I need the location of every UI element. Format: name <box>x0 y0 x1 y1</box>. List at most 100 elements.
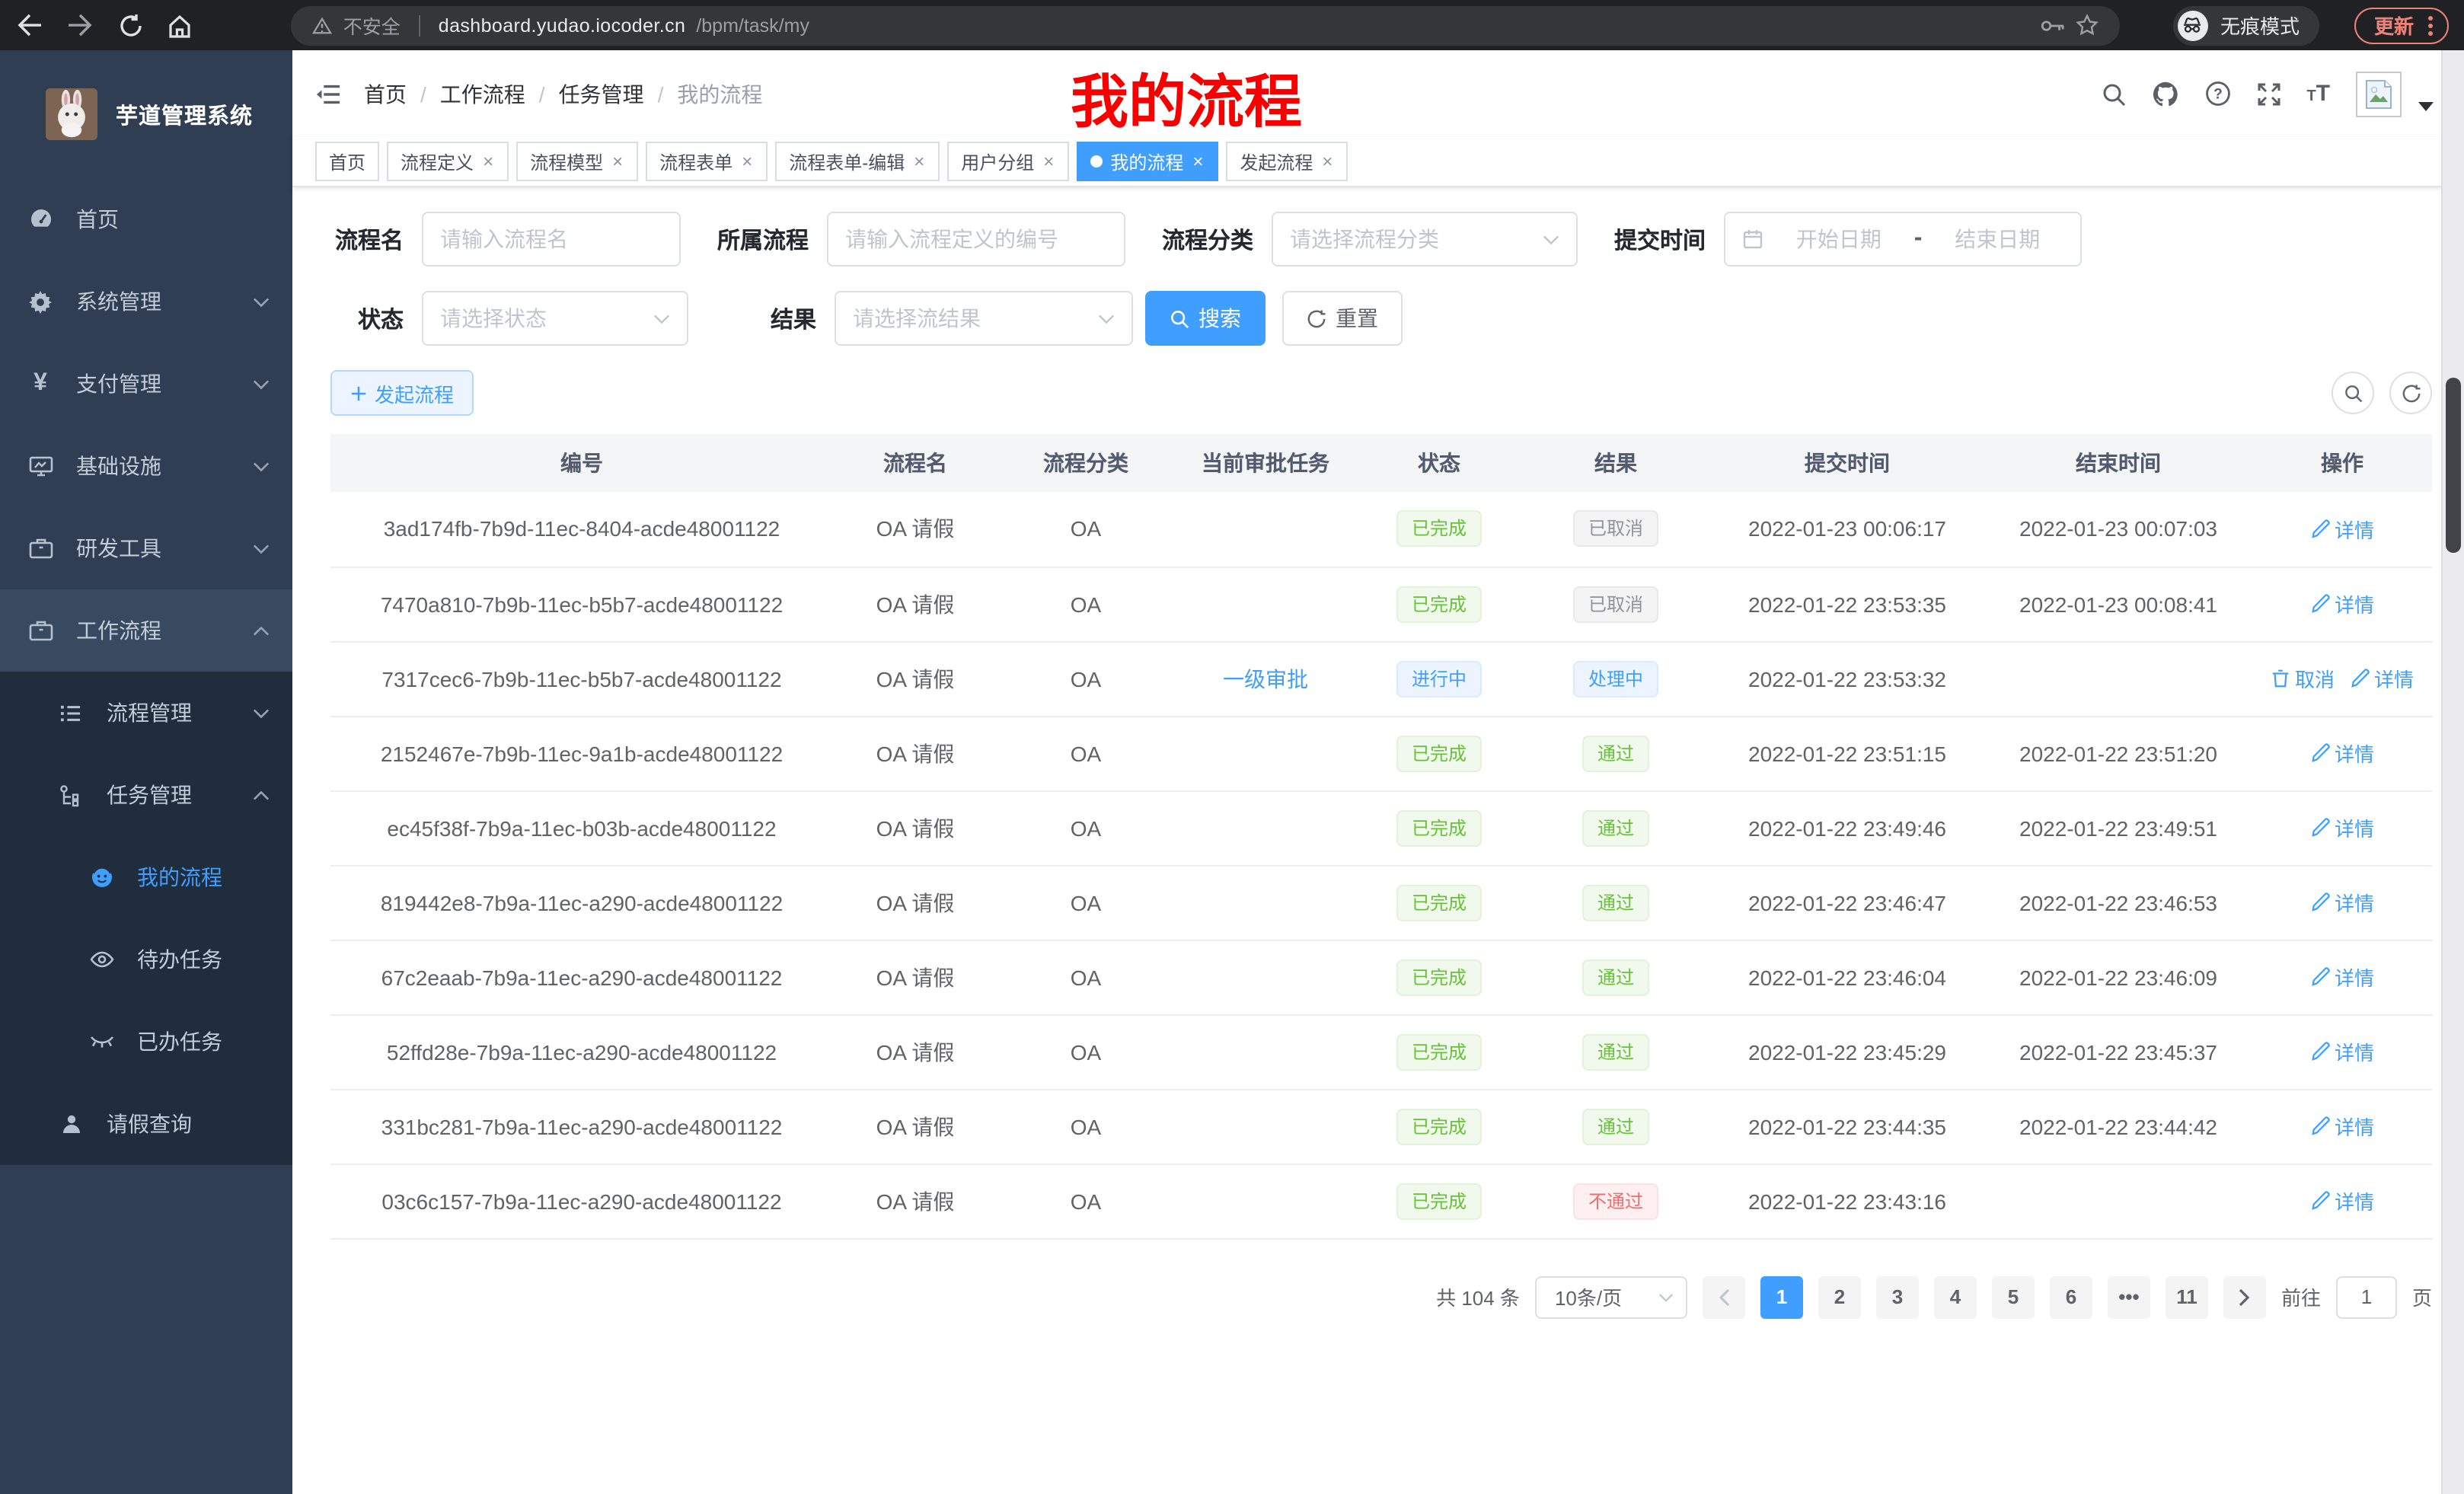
close-icon[interactable]: × <box>742 151 753 172</box>
status-select[interactable] <box>422 291 688 346</box>
filter-category: 流程分类 <box>1162 212 1578 267</box>
status-badge: 已完成 <box>1396 510 1482 547</box>
sidebar-item-system[interactable]: 系统管理 <box>0 260 292 343</box>
tab-start-process[interactable]: 发起流程 × <box>1226 142 1348 181</box>
close-icon[interactable]: × <box>1192 151 1204 172</box>
col-actions: 操作 <box>2252 434 2432 492</box>
browser-back-icon[interactable] <box>15 10 46 40</box>
detail-link[interactable]: 详情 <box>2310 1186 2374 1215</box>
tab-process-model[interactable]: 流程模型 × <box>516 142 639 181</box>
sidebar-item-infra[interactable]: 基础设施 <box>0 425 292 507</box>
tab-my-process[interactable]: 我的流程 × <box>1077 142 1219 181</box>
process-definition-input[interactable] <box>845 227 1107 251</box>
page-button-11[interactable]: 11 <box>2165 1275 2208 1318</box>
header-search-icon[interactable] <box>2101 81 2125 106</box>
close-icon[interactable]: × <box>1322 151 1333 172</box>
page-button-4[interactable]: 4 <box>1933 1275 1977 1318</box>
detail-link[interactable]: 详情 <box>2310 739 2374 768</box>
cell-category: OA <box>997 940 1174 1015</box>
detail-link[interactable]: 详情 <box>2310 589 2374 618</box>
avatar-caret-icon[interactable] <box>2418 101 2434 110</box>
date-range-picker[interactable]: 开始日期 - 结束日期 <box>1724 212 2083 267</box>
address-bar[interactable]: 不安全 dashboard.yudao.iocoder.cn/bpm/task/… <box>291 5 2120 45</box>
detail-link[interactable]: 详情 <box>2310 1112 2374 1141</box>
github-icon[interactable] <box>2151 80 2178 107</box>
breadcrumb-workflow[interactable]: 工作流程 <box>439 81 525 106</box>
close-icon[interactable]: × <box>1043 151 1055 172</box>
bookmark-star-icon[interactable] <box>2076 14 2099 37</box>
breadcrumb-separator: / <box>420 81 426 106</box>
end-date-input[interactable]: 结束日期 <box>1955 227 2041 251</box>
tab-process-form[interactable]: 流程表单 × <box>646 142 768 181</box>
help-icon[interactable]: ? <box>2204 81 2230 107</box>
browser-menu-icon[interactable] <box>2427 14 2434 36</box>
tab-process-definition[interactable]: 流程定义 × <box>387 142 509 181</box>
page-button-5[interactable]: 5 <box>1991 1275 2035 1318</box>
update-button[interactable]: 更新 <box>2354 7 2450 43</box>
process-table: 编号 流程名 流程分类 当前审批任务 状态 结果 提交时间 结束时间 操作 3a… <box>330 434 2432 1239</box>
sidebar-collapse-icon[interactable] <box>315 83 341 104</box>
toggle-search-button[interactable] <box>2332 372 2374 414</box>
browser-reload-icon[interactable] <box>115 10 145 40</box>
close-icon[interactable]: × <box>483 151 494 172</box>
cell-submit-time: 2022-01-22 23:53:35 <box>1710 567 1984 642</box>
font-size-icon[interactable]: TT <box>2306 81 2330 107</box>
sidebar-item-my-process[interactable]: 我的流程 <box>0 836 292 918</box>
tab-user-group[interactable]: 用户分组 × <box>947 142 1070 181</box>
fullscreen-icon[interactable] <box>2256 81 2280 106</box>
security-label[interactable]: 不安全 <box>343 17 401 38</box>
browser-home-icon[interactable] <box>165 10 196 40</box>
status-select-input[interactable] <box>440 306 644 330</box>
result-select[interactable] <box>835 291 1133 346</box>
password-key-icon[interactable] <box>2041 18 2065 33</box>
detail-link[interactable]: 详情 <box>2310 813 2374 842</box>
page-button-6[interactable]: 6 <box>2049 1275 2092 1318</box>
avatar[interactable] <box>2356 71 2402 117</box>
detail-label: 详情 <box>2334 1116 2374 1139</box>
breadcrumb-home[interactable]: 首页 <box>364 81 407 106</box>
result-select-input[interactable] <box>853 306 1089 330</box>
cancel-link[interactable]: 取消 <box>2271 664 2335 693</box>
sidebar-item-leave-query[interactable]: 请假查询 <box>0 1083 292 1165</box>
sidebar-item-home[interactable]: 首页 <box>0 178 292 260</box>
sidebar-item-process-mgmt[interactable]: 流程管理 <box>0 672 292 754</box>
detail-link[interactable]: 详情 <box>2310 888 2374 917</box>
sidebar-item-devtools[interactable]: 研发工具 <box>0 507 292 589</box>
close-icon[interactable]: × <box>914 151 925 172</box>
category-select[interactable] <box>1272 212 1578 267</box>
next-page-button[interactable] <box>2223 1275 2266 1318</box>
process-name-input[interactable] <box>440 227 662 251</box>
tab-home[interactable]: 首页 <box>315 142 380 181</box>
sidebar-item-done-tasks[interactable]: 已办任务 <box>0 1001 292 1083</box>
tab-process-form-edit[interactable]: 流程表单-编辑 × <box>775 142 940 181</box>
page-button-3[interactable]: 3 <box>1875 1275 1919 1318</box>
page-size-select[interactable]: 10条/页 <box>1534 1275 1687 1318</box>
more-pages-button[interactable]: ••• <box>2107 1275 2150 1318</box>
scrollbar-thumb[interactable] <box>2446 378 2461 553</box>
prev-page-button[interactable] <box>1702 1275 1745 1318</box>
page-button-1[interactable]: 1 <box>1760 1275 1803 1318</box>
detail-link[interactable]: 详情 <box>2310 962 2374 991</box>
detail-link[interactable]: 详情 <box>2350 664 2414 693</box>
search-button[interactable]: 搜索 <box>1145 291 1266 346</box>
close-icon[interactable]: × <box>612 151 624 172</box>
sidebar-item-workflow[interactable]: 工作流程 <box>0 589 292 672</box>
page-button-2[interactable]: 2 <box>1818 1275 1861 1318</box>
detail-link[interactable]: 详情 <box>2310 1037 2374 1066</box>
gear-icon <box>27 290 53 313</box>
cell-end-time: 2022-01-22 23:44:42 <box>1984 1089 2252 1164</box>
reset-button[interactable]: 重置 <box>1282 291 1403 346</box>
goto-page-input[interactable] <box>2335 1275 2397 1318</box>
detail-link[interactable]: 详情 <box>2310 515 2374 544</box>
sidebar-item-todo-tasks[interactable]: 待办任务 <box>0 918 292 1001</box>
sidebar-item-task-mgmt[interactable]: 任务管理 <box>0 754 292 836</box>
table-row: 52ffd28e-7b9a-11ec-a290-acde48001122 OA 请… <box>330 1014 2432 1090</box>
current-task-link[interactable]: 一级审批 <box>1223 666 1308 691</box>
refresh-button[interactable] <box>2389 372 2432 414</box>
sidebar-item-payment[interactable]: ¥ 支付管理 <box>0 343 292 425</box>
browser-forward-icon[interactable] <box>65 10 96 40</box>
breadcrumb-task-mgmt[interactable]: 任务管理 <box>558 81 644 106</box>
start-date-input[interactable]: 开始日期 <box>1795 227 1882 251</box>
start-process-button[interactable]: 发起流程 <box>330 370 474 416</box>
category-select-input[interactable] <box>1290 227 1534 251</box>
